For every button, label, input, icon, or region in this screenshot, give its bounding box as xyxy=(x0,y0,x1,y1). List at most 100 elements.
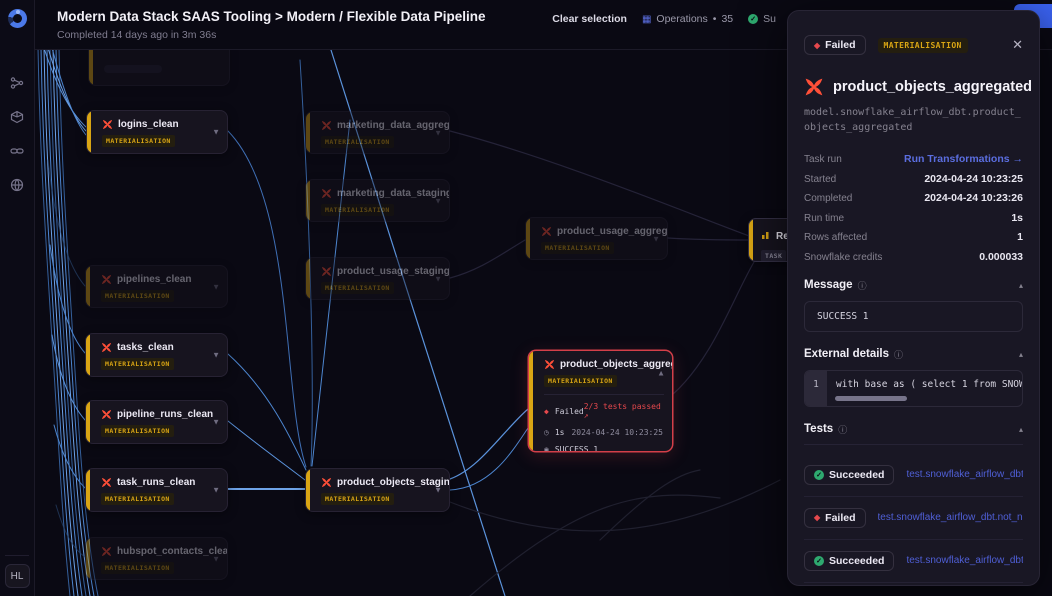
dag-node-product-usage-aggregated[interactable]: product_usage_aggregated MATERIALISATION… xyxy=(525,217,668,260)
materialisation-badge: MATERIALISATION xyxy=(877,37,968,53)
check-circle-icon: ✓ xyxy=(748,14,759,24)
dag-node-tasks-clean[interactable]: tasks_clean MATERIALISATION ▼ xyxy=(85,333,228,377)
app-logo-icon[interactable] xyxy=(7,9,27,28)
dag-node-pipeline-runs-clean[interactable]: pipeline_runs_clean MATERIALISATION ▼ xyxy=(85,400,228,444)
dag-node-task-runs-clean[interactable]: task_runs_clean MATERIALISATION ▼ xyxy=(85,468,228,512)
node-name: marketing_data_aggregated xyxy=(337,120,450,131)
detail-row: Started 2024-04-24 10:23:25 xyxy=(804,172,1023,185)
chevron-down-icon[interactable]: ▼ xyxy=(212,350,220,360)
node-name: pipelines_clean xyxy=(117,274,192,285)
test-link[interactable]: test.snowflake_airflow_dbt.unique_pro xyxy=(906,469,1023,480)
dag-node-logins-clean[interactable]: logins_clean MATERIALISATION ▼ xyxy=(86,110,228,154)
info-icon[interactable]: ⓘ xyxy=(894,349,904,360)
failed-diamond-icon: ◆ xyxy=(814,40,821,50)
dag-node-hubspot-contacts-clean[interactable]: hubspot_contacts_clean MATERIALISATION ▼ xyxy=(85,537,228,580)
info-icon[interactable]: ⓘ xyxy=(838,424,848,435)
chevron-down-icon[interactable]: ▼ xyxy=(434,196,442,205)
node-name: product_usage_aggregated xyxy=(557,226,668,237)
horizontal-scrollbar[interactable] xyxy=(835,395,907,401)
chevron-down-icon[interactable]: ▼ xyxy=(434,485,442,495)
failed-diamond-icon: ◆ xyxy=(814,513,821,522)
collapse-icon[interactable]: ▴ xyxy=(1018,280,1023,290)
ghost-badge xyxy=(104,65,162,73)
materialisation-badge: MATERIALISATION xyxy=(321,204,394,216)
node-name: hubspot_contacts_clean xyxy=(117,546,228,557)
test-link[interactable]: test.snowflake_airflow_dbt.not_null_pr xyxy=(906,555,1023,566)
detail-row: Completed 2024-04-24 10:23:26 xyxy=(804,192,1023,204)
chevron-down-icon[interactable]: ▼ xyxy=(434,274,442,283)
dag-node-marketing-data-aggregated[interactable]: marketing_data_aggregated MATERIALISATIO… xyxy=(305,111,450,154)
task-run-link[interactable]: Run Transformations → xyxy=(903,153,1023,165)
succeeded-legend[interactable]: ✓ Su xyxy=(748,13,776,25)
node-status: Failed xyxy=(554,406,584,416)
dbt-icon xyxy=(102,119,113,130)
test-link[interactable]: test.snowflake_airflow_dbt.not_null_pr xyxy=(877,512,1024,523)
sidebar: HL xyxy=(0,0,35,596)
divider xyxy=(5,555,29,556)
link-icon[interactable] xyxy=(10,144,24,158)
node-name: logins_clean xyxy=(118,119,179,130)
info-icon[interactable]: ⓘ xyxy=(857,280,867,291)
clock-icon: ◷ xyxy=(544,428,549,437)
materialisation-badge: MATERIALISATION xyxy=(101,425,174,437)
materialisation-badge: MATERIALISATION xyxy=(541,242,614,254)
node-name: product_objects_staging xyxy=(337,477,450,488)
failed-diamond-icon: ◆ xyxy=(544,406,549,416)
chevron-down-icon[interactable]: ▼ xyxy=(212,485,220,495)
chevron-down-icon[interactable]: ▼ xyxy=(212,554,220,563)
close-icon[interactable]: ✕ xyxy=(1012,37,1023,52)
globe-icon[interactable] xyxy=(10,178,24,192)
chevron-up-icon[interactable]: ▲ xyxy=(657,368,665,378)
node-name: task_runs_clean xyxy=(117,477,196,488)
lineage-icon[interactable] xyxy=(10,76,24,90)
node-name: marketing_data_staging xyxy=(337,188,450,199)
test-row: ✓ Succeeded test.snowflake_airflow_dbt.n… xyxy=(804,540,1023,583)
node-name: product_objects_aggregated xyxy=(560,359,672,370)
status-dot-icon: ◉ xyxy=(544,445,549,452)
dbt-icon xyxy=(321,188,332,199)
test-status-badge: ✓ Succeeded xyxy=(804,550,895,571)
chevron-down-icon[interactable]: ▼ xyxy=(212,127,220,137)
breadcrumb: Modern Data Stack SAAS Tooling > Modern … xyxy=(57,9,486,24)
node-message: SUCCESS 1 xyxy=(554,445,599,452)
chevron-down-icon[interactable]: ▼ xyxy=(212,282,220,291)
message-box: SUCCESS 1 xyxy=(804,300,1023,332)
detail-row: Rows affected 1 xyxy=(804,231,1023,243)
sql-code-block: 1 with base as ( select 1 from SNOWFLAKE xyxy=(804,369,1023,407)
run-summary: Completed 14 days ago in 3m 36s xyxy=(57,29,217,41)
chevron-down-icon[interactable]: ▼ xyxy=(212,417,220,427)
tests-summary-link[interactable]: 2/3 tests passed ↗ xyxy=(583,402,661,420)
dbt-icon xyxy=(321,266,332,277)
check-circle-icon: ✓ xyxy=(814,469,824,480)
detail-panel: ◆ Failed MATERIALISATION ✕ product_objec… xyxy=(787,10,1040,586)
materialisation-badge: MATERIALISATION xyxy=(101,290,174,302)
dag-node-product-usage-staging[interactable]: product_usage_staging MATERIALISATION ▼ xyxy=(305,257,450,300)
model-path: model.snowflake_airflow_dbt.product_obje… xyxy=(804,107,1021,133)
dbt-icon xyxy=(101,546,112,557)
chevron-down-icon[interactable]: ▼ xyxy=(652,234,660,243)
operations-legend[interactable]: ▦ Operations • 35 xyxy=(641,13,734,25)
detail-row: Task run Run Transformations → xyxy=(804,153,1023,165)
detail-row: Run time 1s xyxy=(804,211,1023,224)
collapse-icon[interactable]: ▴ xyxy=(1018,424,1023,434)
dbt-icon xyxy=(804,77,824,97)
cube-icon[interactable] xyxy=(10,110,24,124)
dag-node-product-objects-staging[interactable]: product_objects_staging MATERIALISATION … xyxy=(305,468,450,512)
materialisation-badge: MATERIALISATION xyxy=(102,135,175,147)
message-section-title: Message xyxy=(804,279,853,291)
dbt-icon xyxy=(541,226,552,237)
collapse-icon[interactable]: ▴ xyxy=(1018,349,1023,359)
test-status-badge: ◆ Failed xyxy=(804,507,866,528)
task-badge: TASK xyxy=(761,250,787,261)
dag-node-product-objects-aggregated-selected[interactable]: product_objects_aggregated MATERIALISATI… xyxy=(528,350,673,452)
dag-node-pipelines-clean[interactable]: pipelines_clean MATERIALISATION ▼ xyxy=(85,265,228,308)
sql-code: with base as ( select 1 from SNOWFLAKE xyxy=(836,378,1022,390)
avatar[interactable]: HL xyxy=(4,564,30,588)
chevron-down-icon[interactable]: ▼ xyxy=(434,128,442,137)
clear-selection-button[interactable]: Clear selection xyxy=(552,13,627,25)
status-badge: ◆ Failed xyxy=(804,35,866,55)
dag-node-marketing-data-staging[interactable]: marketing_data_staging MATERIALISATION ▼ xyxy=(305,179,450,222)
dbt-icon xyxy=(101,274,112,285)
node-name: product_usage_staging xyxy=(337,266,450,277)
